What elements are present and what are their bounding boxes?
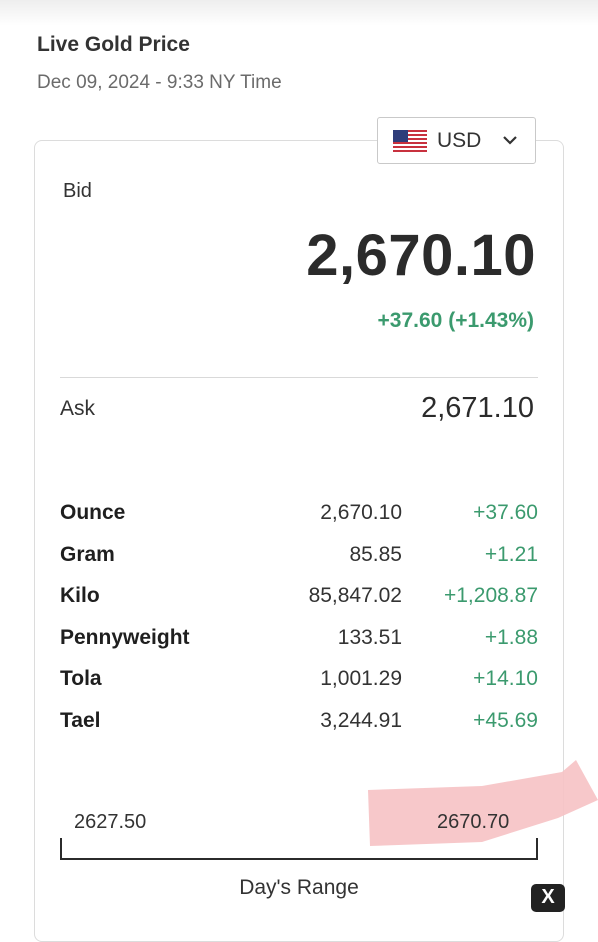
table-row: Ounce 2,670.10 +37.60: [60, 497, 538, 539]
day-range-bar: [60, 838, 538, 860]
currency-select[interactable]: USD: [377, 117, 536, 164]
unit-change: +1,208.87: [443, 584, 538, 607]
unit-price: 3,244.91: [320, 708, 402, 732]
table-row: Kilo 85,847.02 +1,208.87: [60, 580, 538, 622]
unit-price: 133.51: [337, 625, 402, 649]
unit-name: Pennyweight: [60, 625, 190, 649]
unit-name: Tael: [60, 708, 101, 732]
ask-label: Ask: [60, 397, 96, 420]
unit-price: 1,001.29: [320, 667, 402, 690]
bid-label: Bid: [63, 180, 92, 202]
unit-name: Gram: [60, 542, 115, 566]
divider: [60, 377, 538, 378]
page-title: Live Gold Price: [37, 33, 190, 56]
top-bar-shadow: [0, 0, 598, 26]
table-row: Tola 1,001.29 +14.10: [60, 663, 538, 705]
table-row: Tael 3,244.91 +45.69: [60, 705, 538, 747]
bid-change: +37.60 (+1.43%): [377, 309, 534, 332]
range-high-value: 2670.70: [437, 811, 510, 833]
unit-name: Kilo: [60, 584, 100, 607]
unit-price: 85,847.02: [308, 584, 402, 607]
unit-name: Ounce: [60, 501, 126, 524]
range-caption: Day's Range: [239, 876, 359, 899]
range-low-value: 2627.50: [74, 811, 147, 833]
bid-price: 2,670.10: [306, 223, 536, 288]
unit-change: +37.60: [473, 501, 538, 524]
unit-change: +1.88: [484, 625, 538, 649]
us-flag-icon: [393, 130, 427, 152]
currency-label: USD: [437, 129, 482, 152]
chevron-down-icon: [503, 136, 517, 145]
table-row: Gram 85.85 +1.21: [60, 539, 538, 581]
unit-change: +45.69: [473, 708, 538, 732]
unit-change: +1.21: [484, 542, 538, 566]
close-icon[interactable]: X: [531, 884, 565, 912]
unit-price-table: Ounce 2,670.10 +37.60 Gram 85.85 +1.21 K…: [60, 497, 538, 746]
highlighter-mark: [368, 760, 598, 846]
unit-change: +14.10: [473, 667, 538, 690]
page-subtitle: Dec 09, 2024 - 9:33 NY Time: [37, 72, 282, 93]
unit-price: 2,670.10: [320, 501, 402, 524]
unit-price: 85.85: [349, 542, 402, 566]
table-row: Pennyweight 133.51 +1.88: [60, 622, 538, 664]
unit-name: Tola: [60, 667, 102, 690]
ask-price: 2,671.10: [421, 392, 534, 424]
